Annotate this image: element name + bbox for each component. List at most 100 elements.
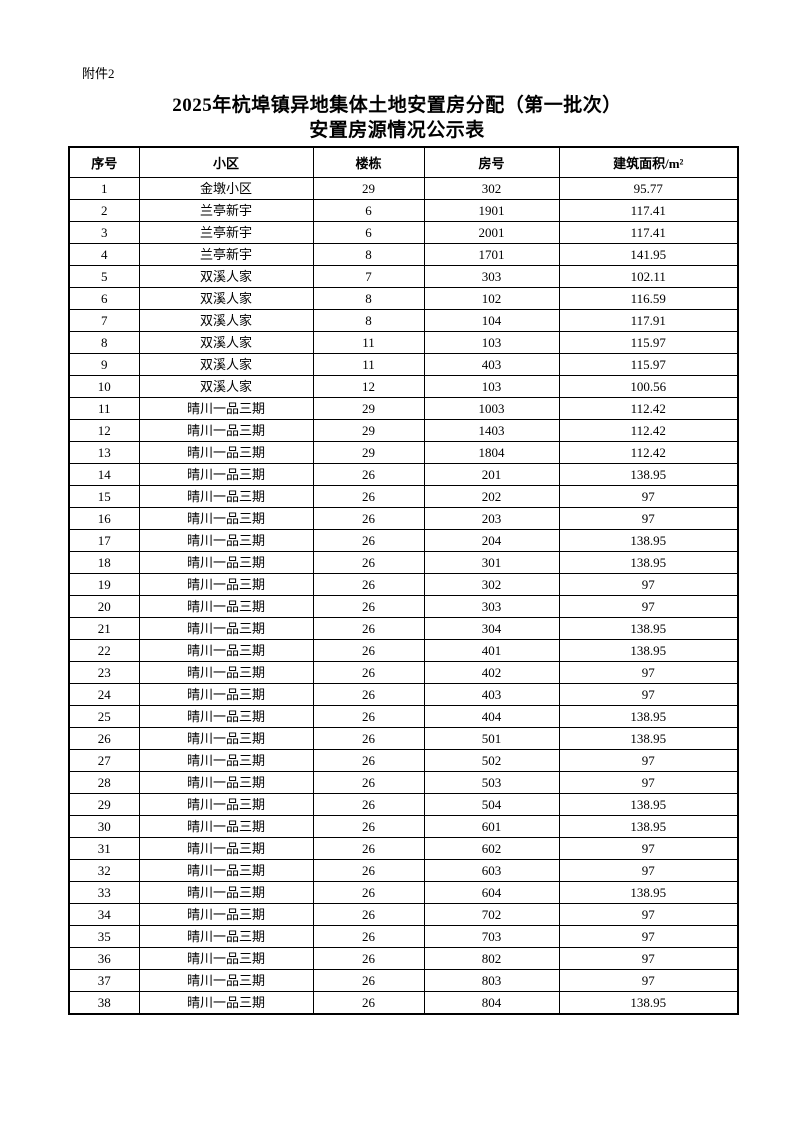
cell-community: 兰亭新宇 [138, 243, 314, 266]
cell-serial: 9 [68, 353, 140, 376]
table-row: 9 双溪人家 11 403 115.97 [68, 353, 739, 376]
cell-community: 晴川一品三期 [138, 727, 314, 750]
cell-serial: 18 [68, 551, 140, 574]
cell-building: 26 [312, 859, 425, 882]
cell-area: 117.41 [558, 221, 739, 244]
cell-area: 116.59 [558, 287, 739, 310]
table-header-row: 序号 小区 楼栋 房号 建筑面积/m² [68, 146, 739, 178]
cell-community: 晴川一品三期 [138, 771, 314, 794]
cell-serial: 23 [68, 661, 140, 684]
table-row: 25 晴川一品三期 26 404 138.95 [68, 705, 739, 728]
table-row: 35 晴川一品三期 26 703 97 [68, 925, 739, 948]
cell-serial: 29 [68, 793, 140, 816]
cell-serial: 21 [68, 617, 140, 640]
cell-serial: 6 [68, 287, 140, 310]
cell-area: 97 [558, 837, 739, 860]
table-row: 33 晴川一品三期 26 604 138.95 [68, 881, 739, 904]
cell-community: 兰亭新宇 [138, 221, 314, 244]
cell-serial: 8 [68, 331, 140, 354]
cell-building: 26 [312, 947, 425, 970]
cell-building: 26 [312, 815, 425, 838]
cell-building: 26 [312, 793, 425, 816]
cell-area: 97 [558, 683, 739, 706]
cell-community: 晴川一品三期 [138, 617, 314, 640]
cell-building: 26 [312, 661, 425, 684]
cell-area: 138.95 [558, 529, 739, 552]
cell-community: 晴川一品三期 [138, 507, 314, 530]
cell-room: 302 [423, 573, 560, 596]
cell-room: 301 [423, 551, 560, 574]
table-row: 15 晴川一品三期 26 202 97 [68, 485, 739, 508]
cell-serial: 38 [68, 991, 140, 1015]
cell-room: 501 [423, 727, 560, 750]
cell-area: 112.42 [558, 441, 739, 464]
cell-building: 12 [312, 375, 425, 398]
cell-building: 6 [312, 199, 425, 222]
cell-community: 晴川一品三期 [138, 419, 314, 442]
cell-community: 晴川一品三期 [138, 529, 314, 552]
cell-area: 141.95 [558, 243, 739, 266]
cell-room: 103 [423, 375, 560, 398]
cell-community: 晴川一品三期 [138, 947, 314, 970]
table-row: 24 晴川一品三期 26 403 97 [68, 683, 739, 706]
table-row: 4 兰亭新宇 8 1701 141.95 [68, 243, 739, 266]
cell-room: 402 [423, 661, 560, 684]
cell-community: 晴川一品三期 [138, 573, 314, 596]
cell-building: 26 [312, 991, 425, 1015]
cell-building: 26 [312, 969, 425, 992]
cell-area: 97 [558, 485, 739, 508]
table-row: 17 晴川一品三期 26 204 138.95 [68, 529, 739, 552]
cell-serial: 12 [68, 419, 140, 442]
cell-building: 26 [312, 639, 425, 662]
cell-room: 2001 [423, 221, 560, 244]
cell-community: 晴川一品三期 [138, 903, 314, 926]
cell-serial: 36 [68, 947, 140, 970]
cell-serial: 30 [68, 815, 140, 838]
cell-area: 100.56 [558, 375, 739, 398]
cell-building: 29 [312, 419, 425, 442]
cell-community: 双溪人家 [138, 331, 314, 354]
table-row: 23 晴川一品三期 26 402 97 [68, 661, 739, 684]
cell-building: 26 [312, 881, 425, 904]
cell-room: 802 [423, 947, 560, 970]
cell-room: 503 [423, 771, 560, 794]
cell-area: 97 [558, 595, 739, 618]
housing-allocation-table: 序号 小区 楼栋 房号 建筑面积/m² 1 金墩小区 29 302 95.77 2 兰亭新宇 6 190… [68, 146, 739, 1015]
cell-room: 104 [423, 309, 560, 332]
cell-serial: 20 [68, 595, 140, 618]
cell-area: 138.95 [558, 617, 739, 640]
cell-serial: 35 [68, 925, 140, 948]
cell-building: 26 [312, 749, 425, 772]
cell-area: 97 [558, 947, 739, 970]
cell-community: 晴川一品三期 [138, 749, 314, 772]
cell-serial: 17 [68, 529, 140, 552]
cell-building: 26 [312, 551, 425, 574]
cell-serial: 37 [68, 969, 140, 992]
table-row: 21 晴川一品三期 26 304 138.95 [68, 617, 739, 640]
cell-serial: 34 [68, 903, 140, 926]
cell-community: 晴川一品三期 [138, 881, 314, 904]
cell-area: 138.95 [558, 551, 739, 574]
cell-building: 26 [312, 595, 425, 618]
cell-area: 138.95 [558, 815, 739, 838]
table-row: 10 双溪人家 12 103 100.56 [68, 375, 739, 398]
column-header-building: 楼栋 [312, 146, 425, 178]
cell-serial: 2 [68, 199, 140, 222]
cell-room: 403 [423, 353, 560, 376]
cell-community: 双溪人家 [138, 265, 314, 288]
cell-room: 1403 [423, 419, 560, 442]
cell-community: 晴川一品三期 [138, 639, 314, 662]
cell-room: 203 [423, 507, 560, 530]
cell-room: 202 [423, 485, 560, 508]
cell-area: 138.95 [558, 705, 739, 728]
table-row: 18 晴川一品三期 26 301 138.95 [68, 551, 739, 574]
cell-serial: 7 [68, 309, 140, 332]
document-title-line1: 2025年杭埠镇异地集体土地安置房分配（第一批次） [172, 95, 622, 116]
cell-building: 26 [312, 463, 425, 486]
cell-serial: 19 [68, 573, 140, 596]
cell-area: 138.95 [558, 991, 739, 1015]
cell-serial: 25 [68, 705, 140, 728]
table-row: 13 晴川一品三期 29 1804 112.42 [68, 441, 739, 464]
cell-area: 97 [558, 573, 739, 596]
cell-area: 138.95 [558, 727, 739, 750]
